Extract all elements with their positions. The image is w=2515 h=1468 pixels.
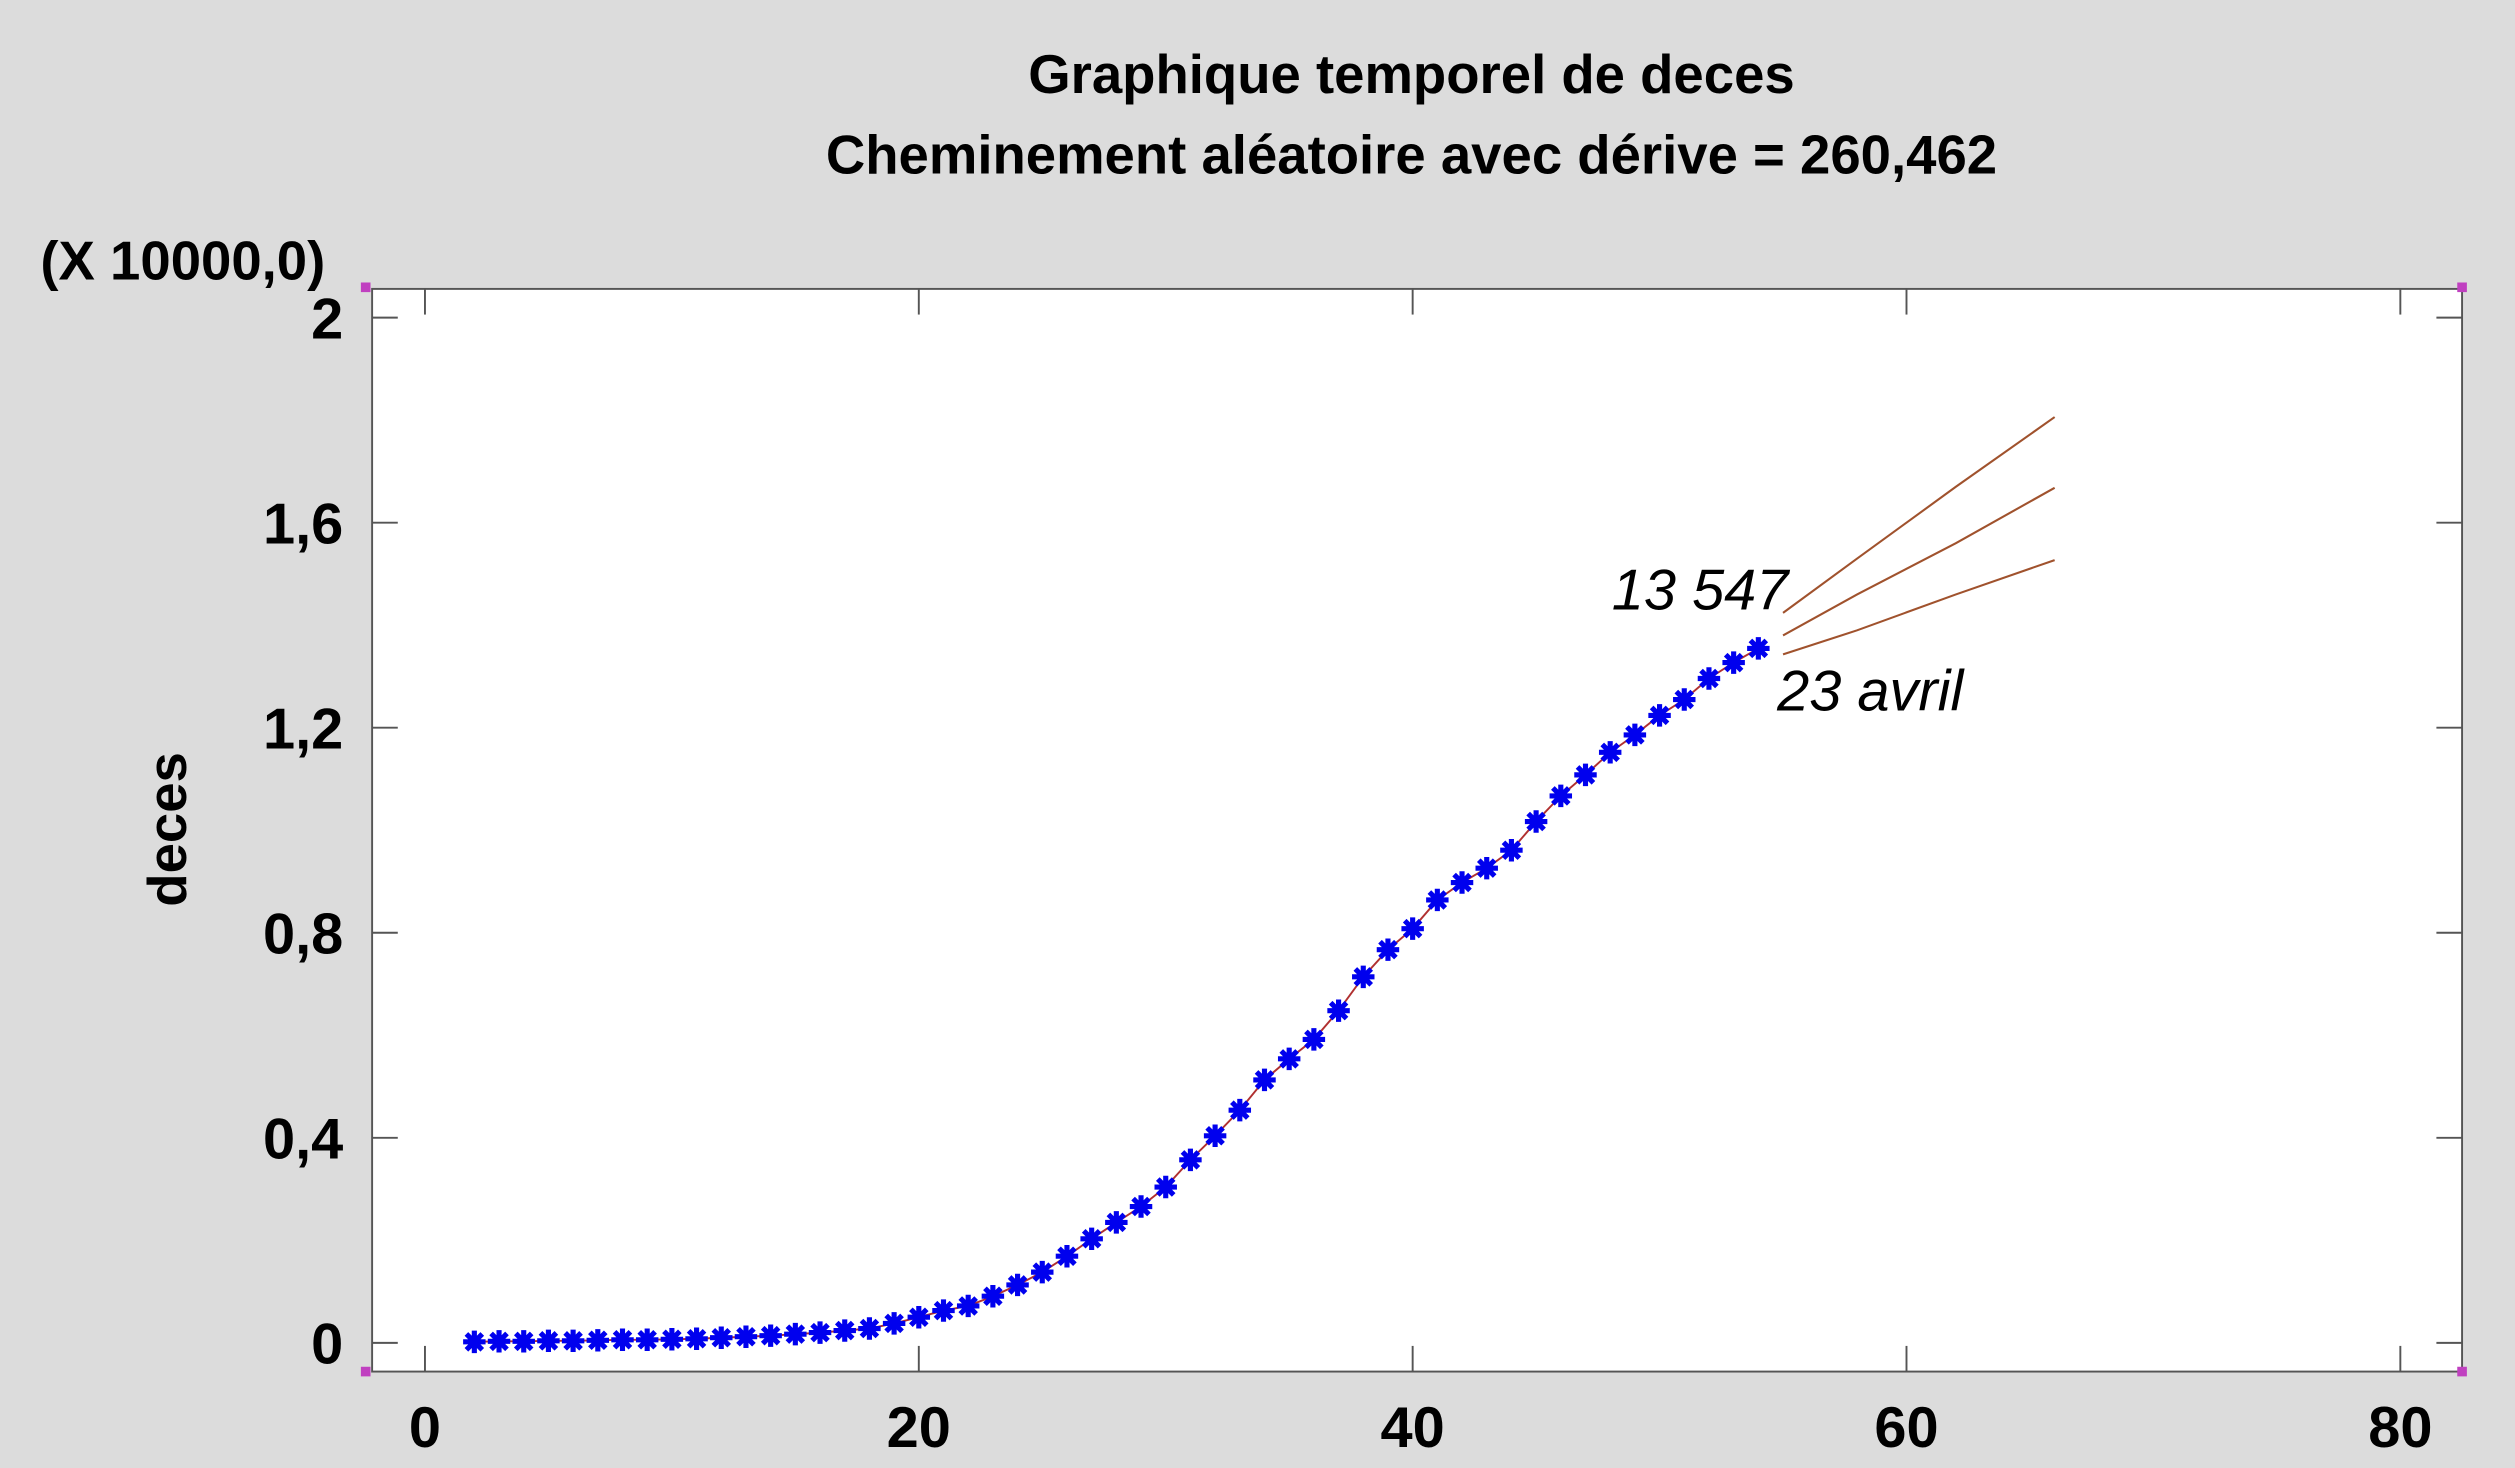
point — [1549, 784, 1573, 808]
point — [1722, 651, 1745, 674]
annotation: 13 547 — [1612, 559, 1790, 623]
corner-handle — [2457, 282, 2467, 293]
point — [858, 1317, 881, 1340]
y-tick-label: 1,6 — [263, 493, 343, 557]
point — [1080, 1227, 1103, 1251]
point — [1598, 741, 1622, 764]
x-tick-label: 20 — [887, 1396, 951, 1460]
point — [981, 1284, 1005, 1308]
x-tick-label: 80 — [2368, 1396, 2432, 1460]
forecast-line — [1782, 559, 2055, 656]
point — [1228, 1098, 1252, 1122]
point — [1253, 1068, 1276, 1092]
x-tick-label: 60 — [1874, 1396, 1938, 1460]
y-tick-label: 0,4 — [263, 1108, 343, 1172]
point — [1623, 723, 1647, 747]
forecast-line — [1782, 486, 2056, 637]
point — [882, 1312, 906, 1335]
chart-title: Graphique temporel de deces — [1028, 44, 1794, 105]
point — [932, 1299, 955, 1322]
point — [1302, 1028, 1326, 1051]
corner-handle — [2457, 1366, 2467, 1377]
point — [1500, 839, 1523, 862]
point — [784, 1322, 807, 1346]
point — [1426, 888, 1449, 912]
plot-area — [371, 287, 2464, 1373]
corner-handle — [360, 282, 371, 293]
point — [1105, 1211, 1128, 1234]
point — [1006, 1273, 1029, 1297]
point — [1203, 1124, 1227, 1147]
point — [808, 1321, 832, 1344]
point — [561, 1329, 585, 1353]
chart-subtitle: Cheminement aléatoire avec dérive = 260,… — [826, 124, 1997, 185]
point — [1648, 704, 1671, 727]
point — [685, 1327, 708, 1350]
point — [1475, 856, 1498, 880]
point — [1524, 810, 1548, 833]
point — [537, 1329, 560, 1353]
point — [1327, 999, 1350, 1022]
point — [611, 1328, 634, 1352]
y-multiplier: (X 10000,0) — [40, 230, 325, 291]
point — [956, 1294, 980, 1318]
point — [833, 1319, 856, 1342]
point — [1154, 1175, 1177, 1199]
point — [734, 1325, 758, 1348]
point — [586, 1329, 610, 1352]
point — [660, 1328, 684, 1351]
point — [487, 1330, 511, 1353]
point — [1697, 667, 1721, 690]
point — [710, 1326, 733, 1349]
annotation: 23 avril — [1776, 660, 1965, 724]
point — [1574, 763, 1597, 787]
point — [1401, 917, 1424, 940]
point — [1031, 1260, 1054, 1284]
corner-handle — [360, 1366, 371, 1377]
point — [1055, 1245, 1079, 1268]
point — [1450, 871, 1474, 894]
point — [635, 1328, 659, 1352]
point — [1376, 938, 1400, 961]
point — [1277, 1047, 1301, 1071]
y-tick-label: 2 — [311, 287, 343, 351]
point — [463, 1330, 486, 1354]
point — [512, 1330, 535, 1353]
point — [759, 1324, 782, 1347]
point — [1179, 1148, 1202, 1172]
point — [1129, 1195, 1153, 1218]
y-tick-label: 1,2 — [263, 698, 343, 762]
forecast-line — [1782, 416, 2056, 614]
point — [907, 1306, 931, 1329]
y-axis-label: deces — [137, 752, 198, 907]
point — [1747, 637, 1770, 660]
x-tick-label: 0 — [409, 1396, 441, 1460]
point — [1352, 965, 1375, 989]
y-tick-label: 0,8 — [263, 903, 343, 967]
point — [1673, 688, 1696, 711]
y-tick-label: 0 — [311, 1313, 343, 1377]
x-tick-label: 40 — [1381, 1396, 1445, 1460]
